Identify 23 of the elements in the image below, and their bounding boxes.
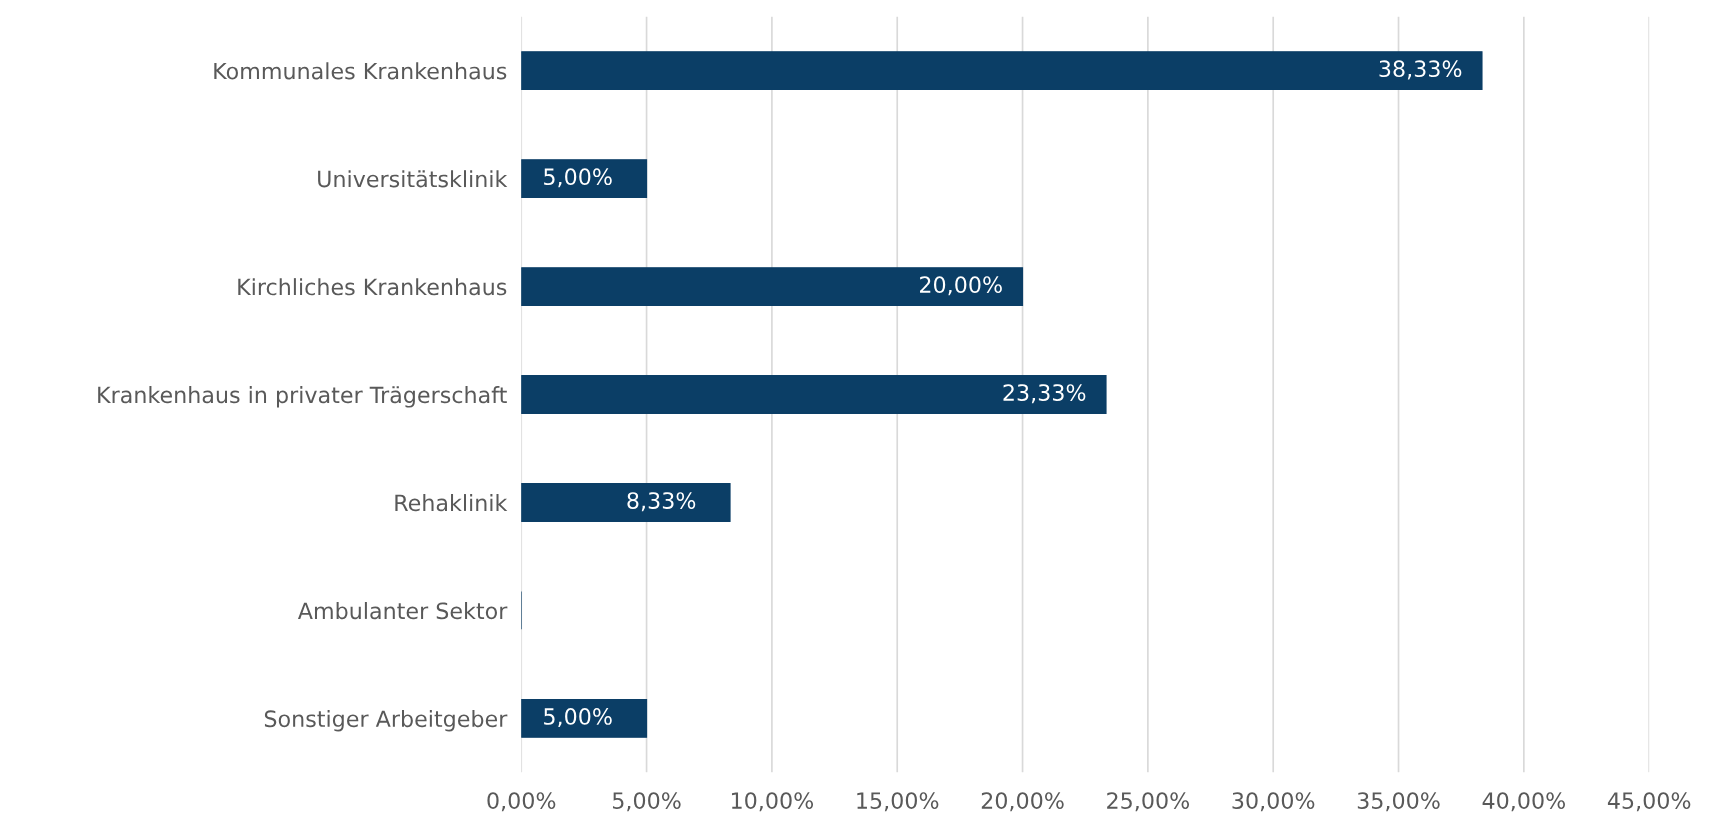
x-tick-label: 0,00% — [487, 792, 556, 812]
x-tick-label: 45,00% — [1607, 792, 1691, 812]
data-label: 38,33% — [1379, 60, 1462, 80]
y-tick-label: Universitätsklinik — [318, 170, 508, 188]
data-label: 5,00% — [544, 708, 612, 728]
x-tick-label: 20,00% — [981, 792, 1064, 812]
y-tick-label: Krankenhaus in privater Trägerschaft — [98, 386, 507, 408]
data-label: 23,33% — [1003, 384, 1086, 404]
data-label: 20,00% — [920, 276, 1002, 296]
y-tick-label: Kommunales Krankenhaus — [214, 62, 507, 80]
x-tick-label: 5,00% — [612, 792, 681, 812]
y-tick-label: Ambulanter Sektor — [297, 602, 508, 620]
x-tick-label: 15,00% — [857, 792, 939, 812]
x-tick-label: 30,00% — [1232, 792, 1315, 812]
data-label: 8,33% — [627, 492, 696, 512]
y-tick-label: Kirchliches Krankenhaus — [238, 278, 507, 296]
x-tick-label: 35,00% — [1357, 792, 1440, 812]
y-tick-label: Rehaklinik — [395, 494, 508, 512]
x-tick-label: 10,00% — [731, 792, 814, 812]
x-tick-label: 40,00% — [1482, 792, 1565, 812]
y-tick-label: Sonstiger Arbeitgeber — [264, 709, 508, 732]
x-tick-label: 25,00% — [1107, 792, 1190, 812]
data-label: 5,00% — [544, 168, 612, 188]
